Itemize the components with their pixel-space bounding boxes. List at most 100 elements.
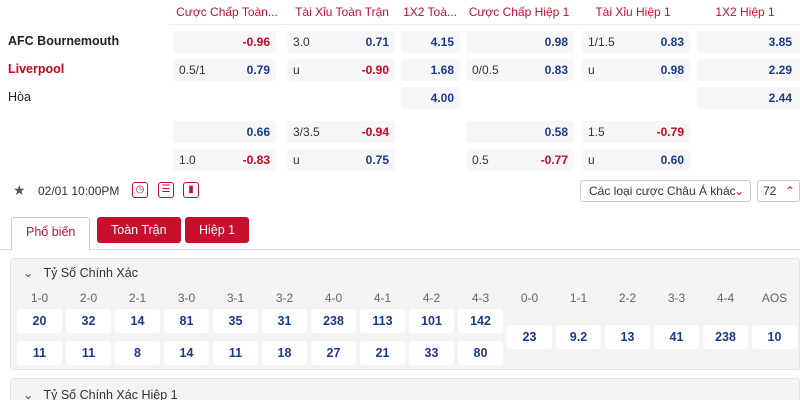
odds-value: 0.98 — [544, 35, 568, 49]
odds-line: 1/1.5 — [588, 35, 615, 49]
odds-value: -0.96 — [242, 35, 270, 49]
score-odds[interactable]: 8 — [115, 341, 160, 365]
odds-cell[interactable]: u -0.90 — [287, 59, 395, 81]
score-label: 3-0 — [177, 291, 196, 305]
section-title: Tỷ Số Chính Xác — [43, 266, 138, 280]
score-label: 2-1 — [128, 291, 147, 305]
draw-label: Hòa — [8, 90, 31, 104]
market-select[interactable]: Các loại cược Châu Á khác ⌄ — [580, 180, 751, 202]
score-label: 4-0 — [324, 291, 343, 305]
score-label: 1-1 — [569, 291, 588, 305]
odds-cell[interactable]: 3/3.5 -0.94 — [287, 121, 395, 143]
odds-cell[interactable]: 1.5 -0.79 — [582, 121, 690, 143]
odds-value: 3.85 — [768, 35, 792, 49]
odds-cell[interactable]: 0/0.5 0.83 — [466, 59, 574, 81]
odds-cell[interactable]: 1.0 -0.83 — [173, 149, 276, 171]
score-odds[interactable]: 32 — [66, 309, 111, 333]
odds-value: 0.60 — [660, 153, 684, 167]
score-odds[interactable]: 10 — [752, 325, 797, 349]
score-odds[interactable]: 11 — [213, 341, 258, 365]
score-odds[interactable]: 21 — [360, 341, 405, 365]
tab-full-match[interactable]: Toàn Trận — [97, 217, 181, 243]
score-label: 3-1 — [226, 291, 245, 305]
score-odds[interactable]: 238 — [703, 325, 748, 349]
odds-cell[interactable]: 0.98 — [466, 31, 574, 53]
score-label: 2-0 — [79, 291, 98, 305]
score-odds[interactable]: 20 — [17, 309, 62, 333]
odds-cell[interactable]: 0.5 -0.77 — [466, 149, 574, 171]
list-icon[interactable]: ☰ — [158, 182, 174, 198]
bar-chart-icon[interactable]: ▮ — [183, 182, 199, 198]
odds-line: u — [293, 153, 300, 167]
chevron-down-icon: ⌄ — [733, 184, 744, 198]
odds-cell[interactable]: u 0.60 — [582, 149, 690, 171]
odds-cell[interactable]: u 0.98 — [582, 59, 690, 81]
score-odds[interactable]: 31 — [262, 309, 307, 333]
odds-cell[interactable]: 0.66 — [173, 121, 276, 143]
odds-value: 0.83 — [660, 35, 684, 49]
score-odds[interactable]: 41 — [654, 325, 699, 349]
score-odds[interactable]: 81 — [164, 309, 209, 333]
chevron-down-icon: ⌄ — [23, 388, 34, 400]
header-over-under-h1[interactable]: Tài Xỉu Hiệp 1 — [595, 5, 671, 19]
odds-cell[interactable]: -0.96 — [173, 31, 276, 53]
score-label: 3-3 — [667, 291, 686, 305]
odds-cell[interactable]: 0.58 — [466, 121, 574, 143]
odds-cell[interactable]: u 0.75 — [287, 149, 395, 171]
score-odds[interactable]: 14 — [115, 309, 160, 333]
odds-cell[interactable]: 1/1.5 0.83 — [582, 31, 690, 53]
section-header[interactable]: ⌄ Tỷ Số Chính Xác Hiệp 1 — [23, 387, 178, 400]
header-over-under-ft[interactable]: Tài Xỉu Toàn Trận — [295, 5, 389, 19]
match-datetime: 02/01 10:00PM — [38, 184, 120, 198]
header-1x2-ft[interactable]: 1X2 Toà... — [403, 5, 457, 19]
header-1x2-h1[interactable]: 1X2 Hiệp 1 — [715, 5, 775, 19]
odds-line: u — [293, 63, 300, 77]
odds-line: u — [588, 153, 595, 167]
score-odds[interactable]: 13 — [605, 325, 650, 349]
odds-value: -0.83 — [242, 153, 270, 167]
tab-bar: Phổ biến Toàn Trận Hiệp 1 — [0, 208, 800, 251]
score-odds[interactable]: 142 — [458, 309, 503, 333]
score-odds[interactable]: 80 — [458, 341, 503, 365]
odds-value: 0.98 — [660, 63, 684, 77]
score-odds[interactable]: 113 — [360, 309, 405, 333]
odds-line: 3/3.5 — [293, 125, 320, 139]
score-label: AOS — [761, 291, 788, 305]
score-odds[interactable]: 35 — [213, 309, 258, 333]
odds-value: 0.79 — [246, 63, 270, 77]
section-header[interactable]: ⌄ Tỷ Số Chính Xác — [23, 265, 138, 280]
correct-score-section: ⌄ Tỷ Số Chính Xác 1-0 2-0 2-1 3-0 3-1 3-2… — [10, 258, 800, 370]
score-label: 4-3 — [471, 291, 490, 305]
odds-cell[interactable]: 4.00 — [401, 87, 460, 109]
score-odds[interactable]: 23 — [507, 325, 552, 349]
odds-cell[interactable]: 3.0 0.71 — [287, 31, 395, 53]
match-info-row: ★ 02/01 10:00PM ◷ ☰ ▮ — [0, 178, 800, 204]
header-handicap-ft[interactable]: Cược Chấp Toàn... — [176, 5, 278, 19]
score-odds[interactable]: 101 — [409, 309, 454, 333]
odds-cell[interactable]: 0.5/1 0.79 — [173, 59, 276, 81]
star-icon[interactable]: ★ — [13, 182, 26, 198]
odds-cell[interactable]: 1.68 — [401, 59, 460, 81]
header-handicap-h1[interactable]: Cược Chấp Hiệp 1 — [468, 5, 570, 19]
score-odds[interactable]: 11 — [17, 341, 62, 365]
score-odds[interactable]: 238 — [311, 309, 356, 333]
score-odds[interactable]: 18 — [262, 341, 307, 365]
score-odds[interactable]: 14 — [164, 341, 209, 365]
score-odds[interactable]: 27 — [311, 341, 356, 365]
odds-line: 1.5 — [588, 125, 605, 139]
score-odds[interactable]: 9.2 — [556, 325, 601, 349]
score-odds[interactable]: 11 — [66, 341, 111, 365]
odds-cell[interactable]: 3.85 — [697, 31, 800, 53]
tab-popular[interactable]: Phổ biến — [11, 217, 91, 251]
odds-cell[interactable]: 4.15 — [401, 31, 460, 53]
odds-cell[interactable]: 2.29 — [697, 59, 800, 81]
score-label: 1-0 — [30, 291, 49, 305]
market-count-toggle[interactable]: 72 ⌃ — [757, 180, 800, 202]
odds-cell[interactable]: 2.44 — [697, 87, 800, 109]
tab-half-1[interactable]: Hiệp 1 — [185, 217, 250, 243]
stopwatch-icon[interactable]: ◷ — [132, 182, 148, 198]
score-label: 2-2 — [618, 291, 637, 305]
odds-line: 0/0.5 — [472, 63, 499, 77]
score-odds[interactable]: 33 — [409, 341, 454, 365]
odds-value: 0.75 — [365, 153, 389, 167]
